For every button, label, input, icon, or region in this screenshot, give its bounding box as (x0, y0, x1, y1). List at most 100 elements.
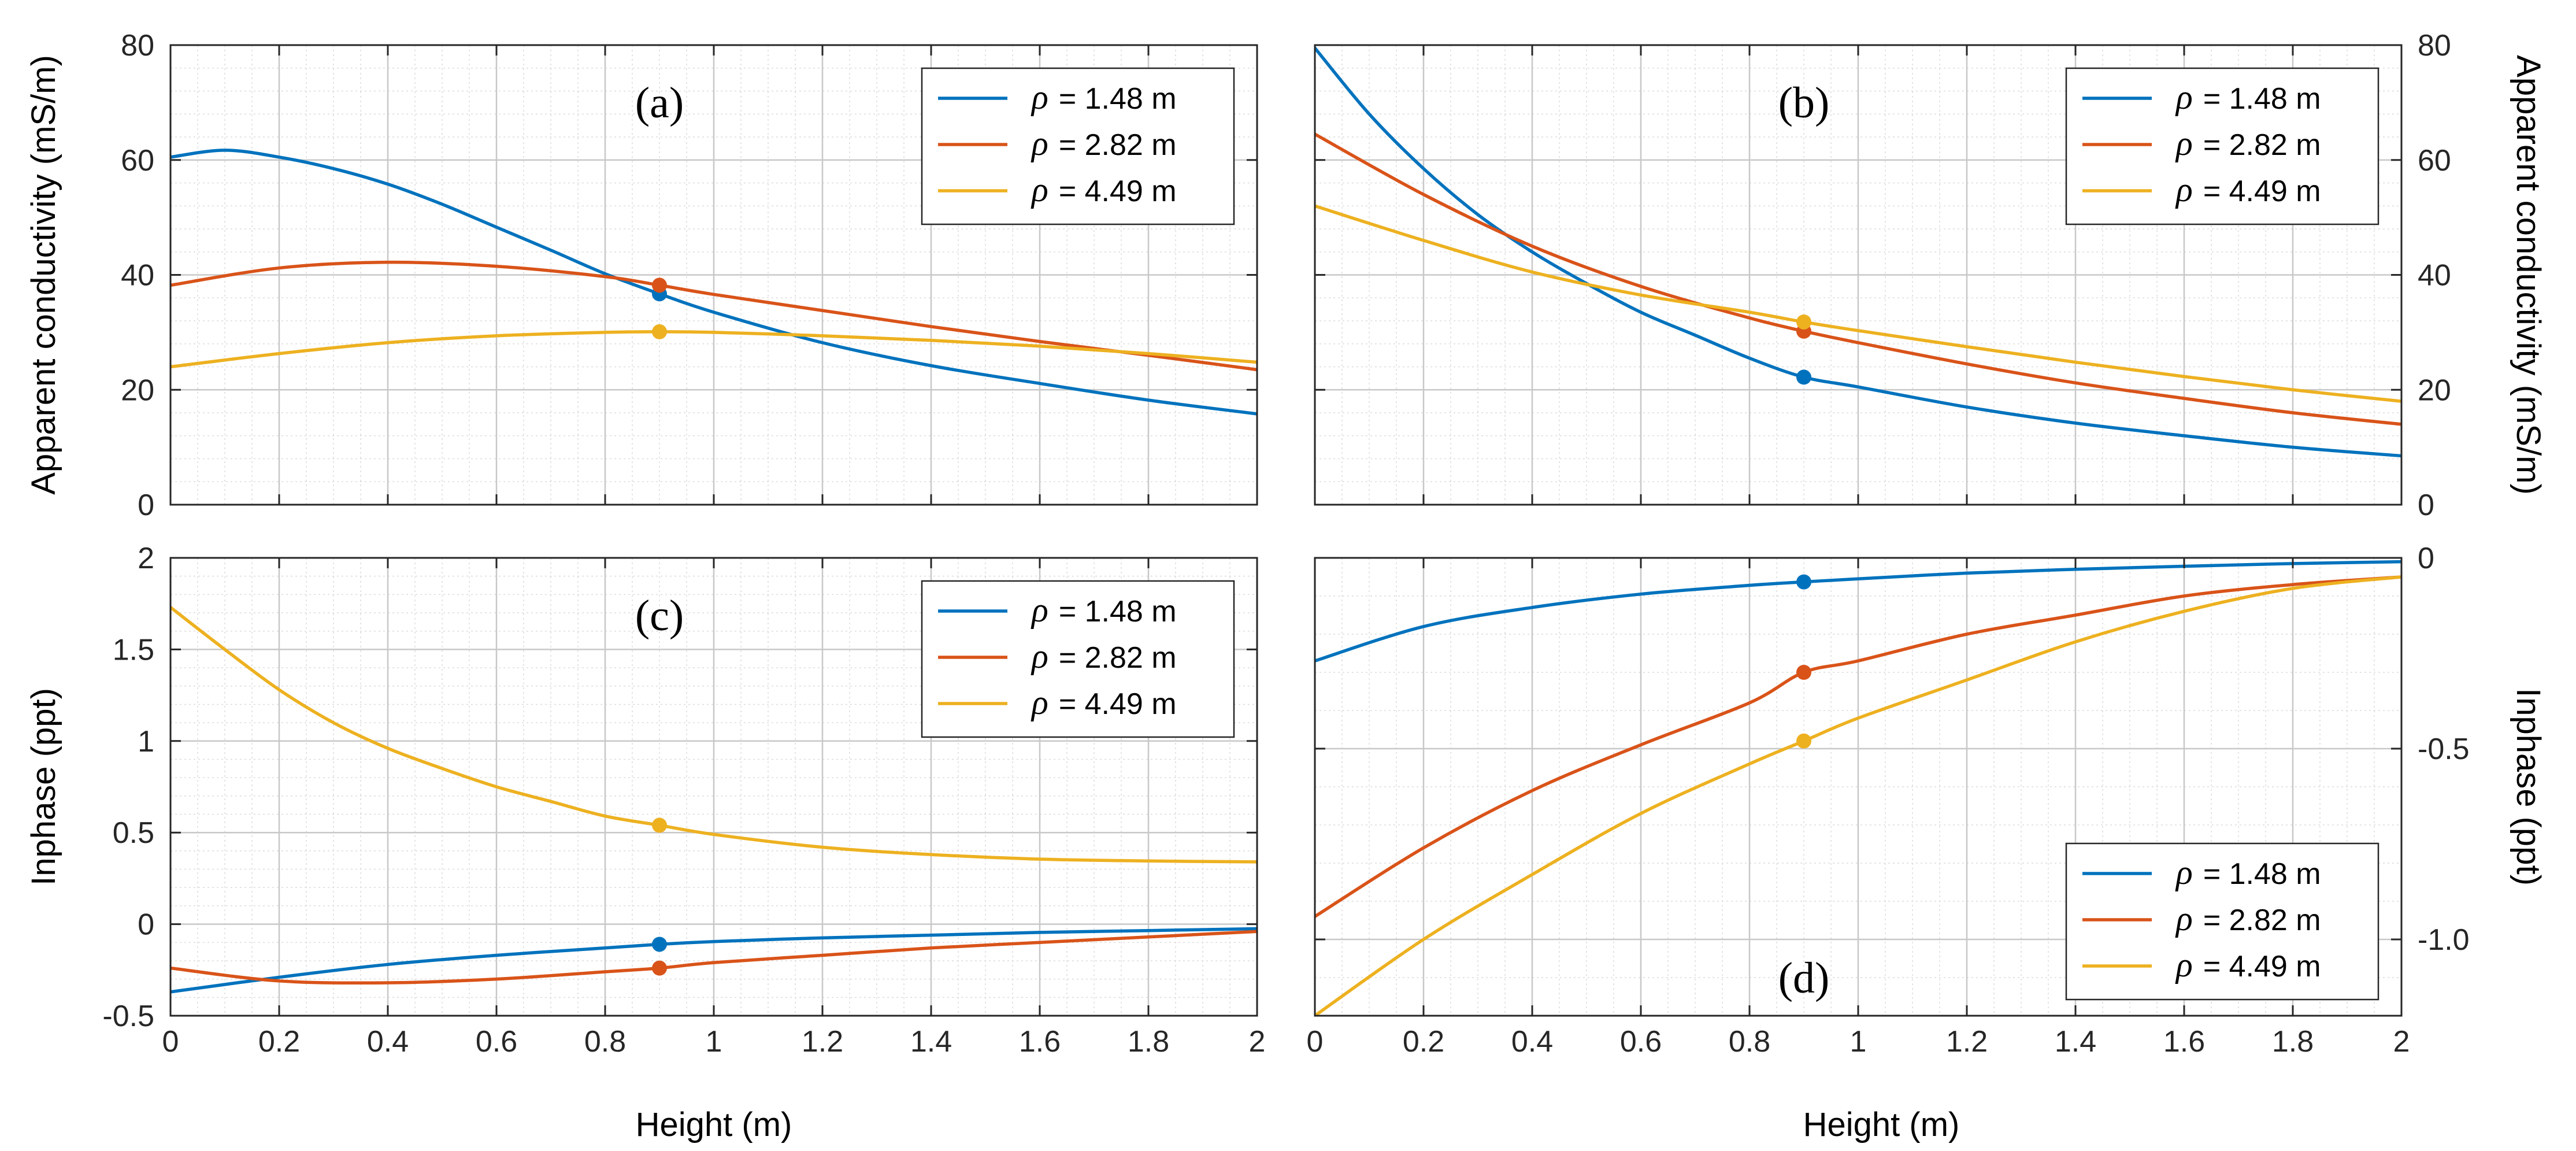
y-tick-label: 20 (121, 373, 154, 407)
series-marker-2 (652, 960, 667, 976)
y-tick-label: 60 (2418, 144, 2451, 177)
series-marker-3 (1796, 733, 1811, 749)
legend-symbol: ρ (2175, 124, 2193, 162)
x-tick-label: 1.4 (910, 1025, 952, 1059)
x-tick-label: 1.8 (1128, 1025, 1169, 1059)
panel-c: 0 0.2 0.4 0.6 0.8 1 1.2 1.4 1.6 1.8 2-0.500.511.52… (25, 542, 1265, 1059)
y-tick-label: 80 (2418, 29, 2451, 62)
x-tick-label: 0.4 (1511, 1025, 1553, 1059)
legend-entry-2: ρ = 2.82 m (2175, 900, 2321, 938)
x-tick-label: 1 (1850, 1025, 1867, 1059)
legend-label: = 4.49 m (1059, 687, 1177, 721)
x-tick-label: 1.6 (2163, 1025, 2205, 1059)
legend-symbol: ρ (1031, 683, 1048, 721)
panel-a: 0 20 40 60 80 Apparent conductivity (mS/m) (a)… (25, 29, 1258, 522)
x-tick-label: 1 (706, 1025, 722, 1059)
series-marker-2 (652, 277, 667, 293)
series-marker-3 (1796, 314, 1811, 330)
x-tick-label: 0 (1307, 1025, 1324, 1059)
legend-entry-2: ρ = 2.82 m (1031, 124, 1177, 162)
legend-box (2065, 842, 2379, 1001)
legend-label: = 1.48 m (2203, 857, 2321, 891)
legend-symbol: ρ (2175, 171, 2193, 209)
legend-entry-3: ρ = 4.49 m (2175, 946, 2321, 984)
series-line-1 (1315, 46, 2401, 458)
series-group (1315, 46, 2401, 458)
y-axis-label: Inphase (ppt) (2510, 688, 2547, 886)
legend-box (2065, 67, 2379, 225)
y-tick-label: 80 (121, 29, 154, 62)
legend-symbol: ρ (2175, 900, 2193, 938)
y-tick-label: 20 (2418, 373, 2451, 407)
x-tick-label: 1.2 (1946, 1025, 1988, 1059)
y-axis-label: Inphase (ppt) (25, 688, 62, 886)
legend-label: = 2.82 m (2203, 128, 2321, 162)
x-tick-label: 0.6 (476, 1025, 517, 1059)
y-tick-label: 1 (138, 725, 154, 758)
panel-label: (a) (635, 79, 684, 127)
series-line-3 (1315, 204, 2401, 403)
series-line-2 (1315, 132, 2401, 426)
legend: ρ = 1.48 m ρ = 2.82 m ρ = 4.49 m (921, 67, 1235, 225)
x-tick-label: 1.4 (2055, 1025, 2096, 1059)
legend-symbol: ρ (1031, 78, 1048, 116)
series-marker-2 (1796, 665, 1811, 680)
x-tick-label: 1.8 (2272, 1025, 2314, 1059)
x-tick-label: 0 (162, 1025, 179, 1059)
legend-entry-3: ρ = 4.49 m (2175, 171, 2321, 209)
legend-label: = 4.49 m (1059, 175, 1177, 208)
legend-box (921, 67, 1235, 225)
legend-entry-3: ρ = 4.49 m (1031, 171, 1177, 209)
y-tick-label: 0 (138, 488, 154, 522)
y-tick-label: 2 (138, 542, 154, 575)
x-tick-label: 0.8 (584, 1025, 626, 1059)
y-tick-label: 0 (2418, 542, 2434, 575)
legend-entry-1: ρ = 1.48 m (1031, 591, 1177, 629)
panel-label: (c) (635, 591, 684, 640)
legend-entry-1: ρ = 1.48 m (1031, 78, 1177, 116)
legend-symbol: ρ (2175, 78, 2193, 116)
series-line-3 (171, 330, 1257, 369)
legend-label: = 2.82 m (1059, 641, 1177, 675)
x-tick-label: 1.6 (1019, 1025, 1061, 1059)
legend-label: = 4.49 m (2203, 175, 2321, 208)
panel-label: (d) (1778, 954, 1830, 1002)
series-line-3 (1315, 575, 2401, 1016)
y-tick-label: 0.5 (113, 816, 154, 850)
y-tick-label: 40 (2418, 259, 2451, 293)
legend-label: = 1.48 m (2203, 82, 2321, 116)
series-line-2 (171, 930, 1257, 985)
y-tick-label: -1.0 (2418, 923, 2470, 957)
series-line-3 (171, 605, 1257, 864)
legend-entry-3: ρ = 4.49 m (1031, 683, 1177, 721)
y-axis-label: Apparent conductivity (mS/m) (25, 55, 62, 495)
y-tick-label: 1.5 (113, 633, 154, 667)
y-axis-label: Apparent conductivity (mS/m) (2510, 55, 2547, 495)
y-tick-label: 60 (121, 144, 154, 177)
series-marker-3 (652, 324, 667, 339)
legend-label: = 1.48 m (1059, 82, 1177, 116)
series-marker-1 (1796, 574, 1811, 590)
series-group (1315, 560, 2401, 1016)
y-tick-label: 40 (121, 259, 154, 293)
legend-symbol: ρ (1031, 124, 1048, 162)
legend-box (921, 580, 1235, 738)
x-tick-label: 0.6 (1620, 1025, 1662, 1059)
legend-label: = 2.82 m (2203, 904, 2321, 937)
y-tick-label: 0 (138, 908, 154, 942)
legend-entry-1: ρ = 1.48 m (2175, 853, 2321, 891)
legend: ρ = 1.48 m ρ = 2.82 m ρ = 4.49 m (2065, 67, 2379, 225)
x-axis-label-right: Height (m) (1803, 1106, 1960, 1143)
y-tick-label: -0.5 (2418, 732, 2470, 766)
y-tick-label: 0 (2418, 488, 2434, 522)
series-marker-3 (652, 817, 667, 833)
panel-b: 0 20 40 60 80 Apparent conductivity (mS/m) (b)… (1314, 29, 2547, 522)
series-line-1 (1315, 560, 2401, 663)
series-group (171, 149, 1257, 416)
legend-label: = 2.82 m (1059, 128, 1177, 162)
legend-entry-2: ρ = 2.82 m (2175, 124, 2321, 162)
x-tick-label: 0.2 (258, 1025, 300, 1059)
x-tick-label: 2 (1249, 1025, 1266, 1059)
legend-symbol: ρ (2175, 853, 2193, 891)
